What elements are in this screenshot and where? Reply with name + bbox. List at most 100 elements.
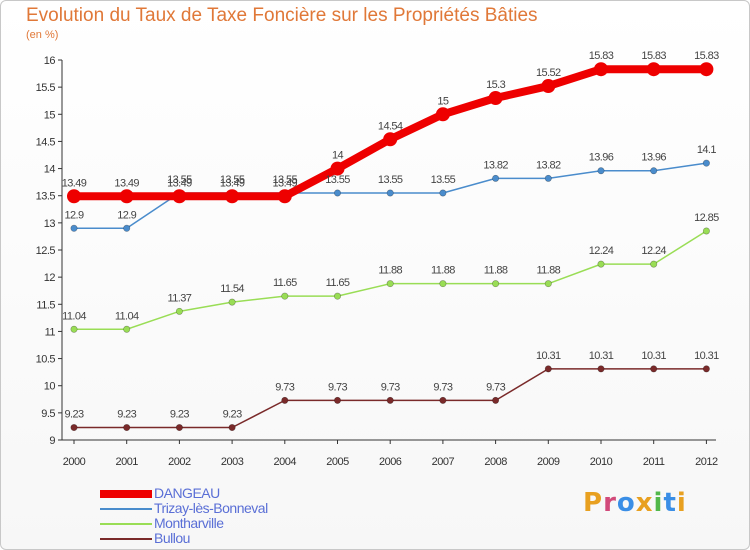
data-point-montharville <box>439 280 447 288</box>
y-tick-label: 9.5 <box>41 408 55 420</box>
data-label-trizay-les-bonneval: 13.82 <box>536 159 561 171</box>
y-tick-label: 15 <box>44 109 56 121</box>
legend-swatch-montharville <box>100 522 152 525</box>
data-point-bullou <box>439 396 447 404</box>
data-label-bullou: 9.73 <box>328 381 347 393</box>
y-tick-label: 12.5 <box>36 245 56 257</box>
y-tick-label: 10.5 <box>36 354 56 366</box>
x-tick-label: 2002 <box>168 456 191 468</box>
data-point-dangeau <box>119 189 134 204</box>
data-label-bullou: 9.23 <box>223 409 242 421</box>
data-point-dangeau <box>172 189 187 204</box>
data-point-trizay-les-bonneval <box>544 174 552 182</box>
legend-swatch-dangeau <box>100 489 152 498</box>
chart-unit: (en %) <box>26 29 59 41</box>
data-point-trizay-les-bonneval <box>123 224 131 232</box>
data-label-trizay-les-bonneval: 13.55 <box>167 174 192 186</box>
legend-swatch-bullou <box>100 537 152 540</box>
data-label-montharville: 11.88 <box>484 265 508 277</box>
data-label-dangeau: 15.83 <box>589 50 614 62</box>
data-label-trizay-les-bonneval: 13.55 <box>220 174 245 186</box>
data-point-trizay-les-bonneval <box>333 189 341 197</box>
x-tick-label: 2000 <box>63 456 86 468</box>
y-tick-label: 13 <box>44 218 56 230</box>
data-point-dangeau <box>488 91 503 105</box>
data-label-bullou: 9.73 <box>486 381 505 393</box>
data-label-bullou: 9.73 <box>433 381 452 393</box>
x-tick-label: 2003 <box>221 456 244 468</box>
legend-swatch-trizay <box>100 507 152 510</box>
data-label-dangeau: 15 <box>437 95 449 107</box>
data-point-montharville <box>175 307 183 315</box>
legend-label-bullou: Bullou <box>154 530 190 546</box>
data-point-montharville <box>281 292 289 300</box>
legend-label-montharville: Montharville <box>154 515 224 531</box>
data-point-dangeau <box>594 62 608 77</box>
data-point-bullou <box>333 396 341 404</box>
data-point-trizay-les-bonneval <box>597 167 605 175</box>
x-tick-label: 2007 <box>432 456 455 468</box>
y-tick-label: 14 <box>44 164 56 176</box>
data-point-montharville <box>597 260 605 268</box>
data-point-dangeau <box>435 107 450 122</box>
legend: DANGEAU Trizay-lès-Bonneval Montharville… <box>100 486 268 546</box>
data-label-montharville: 11.65 <box>273 277 297 289</box>
data-point-dangeau <box>541 79 556 94</box>
data-point-bullou <box>702 365 710 373</box>
data-point-dangeau <box>646 62 661 77</box>
data-label-montharville: 11.88 <box>431 265 455 277</box>
data-label-dangeau: 15.52 <box>536 67 561 79</box>
data-point-bullou <box>492 396 500 404</box>
data-label-dangeau: 14.54 <box>378 120 403 132</box>
data-label-montharville: 12.24 <box>641 245 666 257</box>
data-label-bullou: 9.23 <box>64 409 83 421</box>
data-point-dangeau <box>277 189 292 204</box>
data-label-dangeau: 13.49 <box>273 177 298 189</box>
data-point-bullou <box>70 424 78 432</box>
data-label-trizay-les-bonneval: 12.9 <box>117 209 136 221</box>
y-tick-label: 16 <box>44 55 56 67</box>
data-label-montharville: 11.88 <box>378 265 402 277</box>
x-tick-label: 2001 <box>115 456 138 468</box>
y-tick-label: 14.5 <box>36 136 56 148</box>
y-tick-label: 12 <box>44 272 56 284</box>
x-tick-label: 2011 <box>643 456 665 468</box>
data-label-montharville: 11.65 <box>326 277 350 289</box>
data-point-montharville <box>123 325 131 333</box>
data-label-trizay-les-bonneval: 13.55 <box>325 174 350 186</box>
data-label-montharville: 11.04 <box>62 310 86 322</box>
data-point-trizay-les-bonneval <box>702 159 710 167</box>
data-point-bullou <box>650 365 658 373</box>
data-label-bullou: 10.31 <box>589 350 614 362</box>
data-label-dangeau: 14 <box>332 150 344 162</box>
proxiti-logo: Proxiti <box>583 488 687 518</box>
x-tick-label: 2008 <box>484 456 507 468</box>
x-tick-label: 2010 <box>590 456 613 468</box>
data-label-dangeau: 13.49 <box>167 177 192 189</box>
data-point-trizay-les-bonneval <box>439 189 447 197</box>
legend-item-montharville: Montharville <box>100 516 268 531</box>
data-label-trizay-les-bonneval: 12.9 <box>64 209 83 221</box>
data-point-bullou <box>386 396 394 404</box>
chart-title: Evolution du Taux de Taxe Foncière sur l… <box>26 5 538 26</box>
data-label-trizay-les-bonneval: 13.55 <box>273 174 298 186</box>
data-label-dangeau: 13.49 <box>220 177 245 189</box>
data-point-dangeau <box>383 132 398 147</box>
legend-label-trizay: Trizay-lès-Bonneval <box>154 500 268 516</box>
data-point-bullou <box>597 365 605 373</box>
data-label-dangeau: 13.49 <box>62 177 87 189</box>
data-point-trizay-les-bonneval <box>650 167 658 175</box>
data-point-dangeau <box>67 189 81 204</box>
data-label-trizay-les-bonneval: 13.55 <box>378 174 403 186</box>
data-label-montharville: 11.88 <box>536 265 560 277</box>
data-label-trizay-les-bonneval: 13.96 <box>589 152 614 164</box>
data-point-bullou <box>175 424 183 432</box>
data-label-montharville: 12.85 <box>694 212 719 224</box>
data-label-bullou: 9.23 <box>170 409 189 421</box>
data-label-montharville: 11.04 <box>115 310 139 322</box>
data-label-dangeau: 15.83 <box>641 50 666 62</box>
data-point-bullou <box>228 424 236 432</box>
legend-item-dangeau: DANGEAU <box>100 486 268 501</box>
data-point-montharville <box>333 292 341 300</box>
data-point-montharville <box>492 280 500 288</box>
